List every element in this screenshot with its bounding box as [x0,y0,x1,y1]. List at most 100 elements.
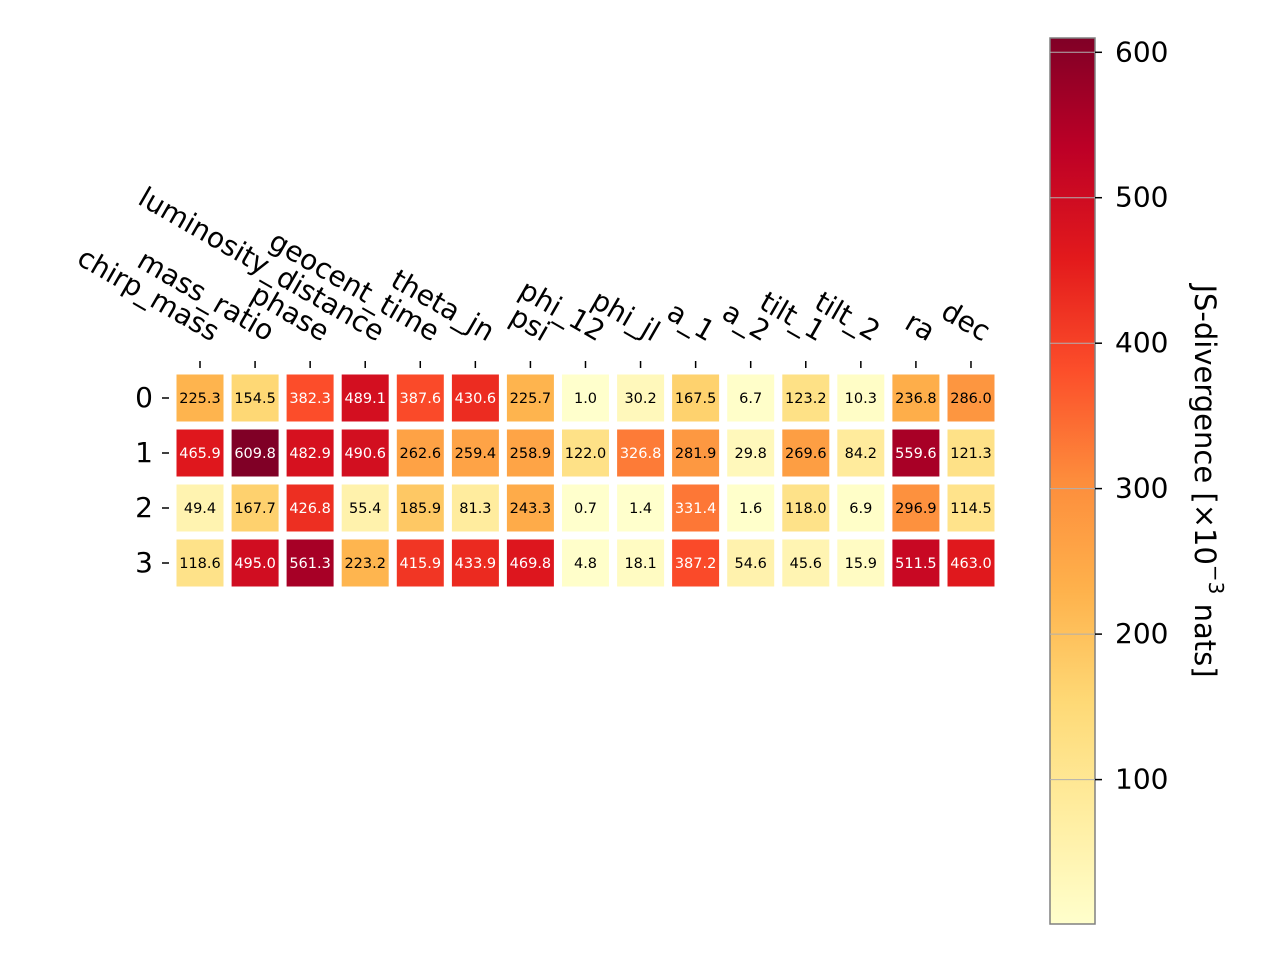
y-tick-label-3: 3 [135,546,153,579]
cell-value-label-1-mass_ratio: 609.8 [234,446,276,462]
cell-value-label-3-theta_jn: 433.9 [455,556,497,572]
heatmap-cell-3-a_1 [672,539,720,587]
colorbar-tick-label: 600 [1115,35,1168,68]
heatmap-cell-2-theta_jn [451,484,499,532]
heatmap-cell-1-ra [892,429,940,477]
cell-value-label-1-a_1: 281.9 [675,446,717,462]
colorbar-ticks: 100 200 300 400 500 600 [1050,35,1168,796]
cell-value-label-1-dec: 121.3 [950,446,992,462]
cell-value-label-2-a_2: 1.6 [739,501,762,517]
cell-value-label-0-ra: 236.8 [895,391,937,407]
heatmap-cell-2-luminosity_distance [341,484,389,532]
heatmap-cell-0-luminosity_distance [341,374,389,422]
heatmap-cell-0-psi [506,374,554,422]
cell-value-label-0-dec: 286.0 [950,391,992,407]
cell-value-label-0-phase: 382.3 [289,391,331,407]
cell-value-label-0-phi_jl: 30.2 [624,391,656,407]
heatmap-cell-2-psi [506,484,554,532]
cell-value-label-0-luminosity_distance: 489.1 [344,391,386,407]
cell-value-label-3-ra: 511.5 [895,556,937,572]
colorbar-label-exponent: −3 [1205,565,1229,594]
heatmap-cell-2-chirp_mass [176,484,224,532]
heatmap-cell-2-tilt_1 [782,484,830,532]
heatmap-cell-2-a_1 [672,484,720,532]
cell-value-label-1-phi_jl: 326.8 [620,446,662,462]
cell-value-label-1-a_2: 29.8 [735,446,767,462]
heatmap-cell-0-chirp_mass [176,374,224,422]
heatmap-cell-3-phi_12 [562,539,609,587]
cell-value-label-0-psi: 225.7 [510,391,552,407]
heatmap-cell-2-geocent_time [396,484,444,532]
heatmap-cell-3-phi_jl [617,539,665,587]
y-axis: 0 1 2 3 [135,381,169,579]
heatmap-cell-1-tilt_1 [782,429,830,477]
cell-value-label-2-tilt_1: 118.0 [785,501,827,517]
heatmap-cell-1-mass_ratio [231,429,279,477]
heatmap-cell-1-chirp_mass [176,429,224,477]
heatmap-cell-2-phi_12 [562,484,609,532]
colorbar-tick-label: 100 [1115,763,1168,796]
cell-value-label-1-theta_jn: 259.4 [455,446,497,462]
cell-value-label-3-chirp_mass: 118.6 [179,556,221,572]
heatmap-cell-1-a_1 [672,429,720,477]
colorbar-tick-label: 500 [1115,181,1168,214]
heatmap-cell-3-tilt_2 [837,539,885,587]
heatmap-cell-3-theta_jn [451,539,499,587]
heatmap-cell-0-a_1 [672,374,720,422]
heatmap-cell-3-luminosity_distance [341,539,389,587]
cell-value-label-2-tilt_2: 6.9 [849,501,872,517]
heatmap-cell-2-phi_jl [617,484,665,532]
colorbar-tick-label: 400 [1115,326,1168,359]
heatmap-cell-2-ra [892,484,940,532]
cell-value-label-0-mass_ratio: 154.5 [234,391,276,407]
colorbar-gradient [1049,37,1096,925]
cell-value-label-2-phase: 426.8 [289,501,331,517]
heatmap-cell-3-dec [947,539,995,587]
cell-value-label-2-phi_12: 0.7 [574,501,597,517]
cell-value-label-1-phi_12: 122.0 [565,446,607,462]
heatmap-cell-0-phi_12 [562,374,609,422]
cell-value-label-1-tilt_1: 269.6 [785,446,827,462]
heatmap-cell-3-ra [892,539,940,587]
heatmap-cell-0-phase [286,374,334,422]
colorbar-tick-label: 300 [1115,472,1168,505]
y-tick-label-2: 2 [135,491,153,524]
heatmap-cell-1-phase [286,429,334,477]
cell-value-label-3-a_1: 387.2 [675,556,717,572]
heatmap-cell-0-tilt_1 [782,374,830,422]
heatmap-cell-0-theta_jn [451,374,499,422]
heatmap-cell-0-phi_jl [617,374,665,422]
heatmap-cell-1-geocent_time [396,429,444,477]
colorbar-tick-label: 200 [1115,617,1168,650]
cell-value-label-2-a_1: 331.4 [675,501,717,517]
heatmap-cell-2-a_2 [727,484,775,532]
heatmap-cell-3-chirp_mass [176,539,224,587]
cell-value-label-0-tilt_2: 10.3 [845,391,877,407]
cell-value-label-3-a_2: 54.6 [735,556,767,572]
heatmap-cell-1-phi_12 [562,429,609,477]
heatmap-cell-2-dec [947,484,995,532]
heatmap-cell-0-ra [892,374,940,422]
heatmap-cell-3-tilt_1 [782,539,830,587]
cell-value-label-3-phase: 561.3 [289,556,331,572]
cell-value-label-2-mass_ratio: 167.7 [234,501,276,517]
cell-value-label-1-ra: 559.6 [895,446,937,462]
heatmap-cell-0-geocent_time [396,374,444,422]
y-tick-label-0: 0 [135,381,153,414]
cell-value-label-1-geocent_time: 262.6 [400,446,442,462]
colorbar-label-suffix: nats] [1188,594,1222,677]
cell-value-label-1-phase: 482.9 [289,446,331,462]
y-tick-label-1: 1 [135,436,153,469]
cell-value-label-1-chirp_mass: 465.9 [179,446,221,462]
heatmap-cell-2-tilt_2 [837,484,885,532]
heatmap-cell-0-dec [947,374,995,422]
heatmap-cell-1-tilt_2 [837,429,885,477]
cell-value-label-0-chirp_mass: 225.3 [179,391,221,407]
cell-value-label-2-psi: 243.3 [510,501,552,517]
heatmap-cell-3-mass_ratio [231,539,279,587]
heatmap-cell-1-phi_jl [617,429,665,477]
cell-value-label-3-luminosity_distance: 223.2 [344,556,386,572]
cell-value-label-1-psi: 258.9 [510,446,552,462]
